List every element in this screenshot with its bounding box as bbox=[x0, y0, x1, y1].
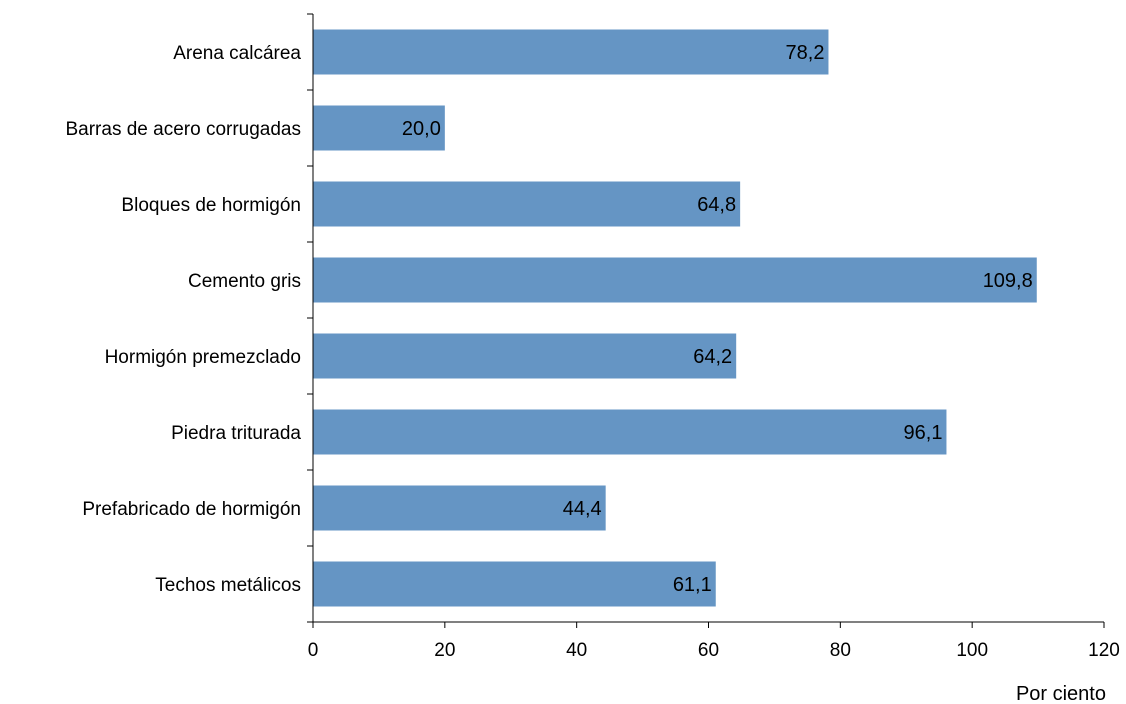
category-label: Bloques de hormigón bbox=[121, 195, 301, 216]
bar-value-label: 20,0 bbox=[402, 118, 441, 140]
category-label: Piedra triturada bbox=[171, 423, 301, 444]
x-tick-label: 0 bbox=[308, 640, 319, 661]
category-label: Hormigón premezclado bbox=[105, 347, 301, 368]
category-label: Arena calcárea bbox=[173, 43, 301, 64]
category-label: Techos metálicos bbox=[155, 575, 301, 596]
bar bbox=[313, 409, 947, 455]
bar-value-label: 78,2 bbox=[786, 42, 825, 64]
x-tick-label: 120 bbox=[1088, 640, 1120, 661]
x-tick-label: 60 bbox=[698, 640, 719, 661]
category-labels: Arena calcárea Barras de acero corrugadas… bbox=[65, 43, 301, 596]
bar-value-label: 64,2 bbox=[693, 346, 732, 368]
x-tick-label: 20 bbox=[434, 640, 455, 661]
bar bbox=[313, 29, 829, 75]
bar bbox=[313, 561, 716, 607]
x-tick-label: 40 bbox=[566, 640, 587, 661]
x-tick-label: 80 bbox=[830, 640, 851, 661]
bar bbox=[313, 333, 737, 379]
bar-value-label: 44,4 bbox=[563, 498, 602, 520]
bars-group: 78,2 20,0 64,8 109,8 64,2 96,1 44,4 61,1 bbox=[313, 29, 1037, 607]
category-label: Prefabricado de hormigón bbox=[82, 499, 301, 520]
x-tick-label: 100 bbox=[956, 640, 988, 661]
bar-value-label: 61,1 bbox=[673, 574, 712, 596]
bar bbox=[313, 257, 1037, 303]
bar bbox=[313, 485, 606, 531]
category-label: Cemento gris bbox=[188, 271, 301, 292]
x-axis-title: Por ciento bbox=[1016, 683, 1106, 704]
bar bbox=[313, 105, 445, 151]
x-tick-group: 0 20 40 60 80 100 120 bbox=[308, 622, 1120, 661]
category-label: Barras de acero corrugadas bbox=[65, 119, 301, 140]
bar-value-label: 109,8 bbox=[983, 270, 1033, 292]
bar-value-label: 64,8 bbox=[697, 194, 736, 216]
axes-group bbox=[307, 13, 1104, 623]
bar bbox=[313, 181, 741, 227]
bar-value-label: 96,1 bbox=[904, 422, 943, 444]
